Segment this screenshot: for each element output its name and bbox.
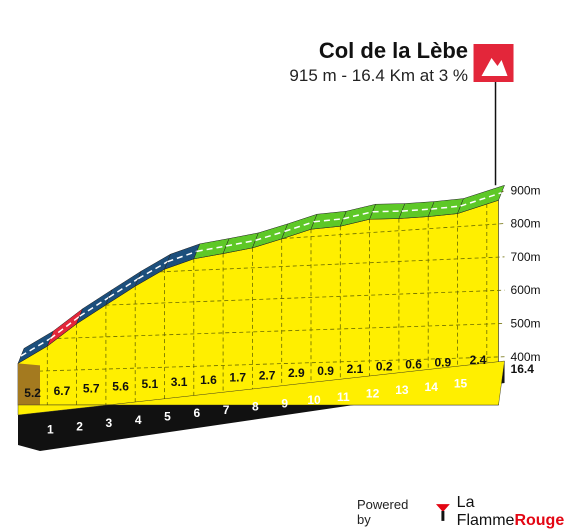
km-label: 8 <box>252 400 259 414</box>
gradient-value-label: 1.6 <box>200 373 217 387</box>
chart-title: Col de la Lèbe <box>318 38 468 63</box>
km-label: 12 <box>366 386 380 400</box>
summit-flag-layer <box>473 44 514 186</box>
km-label: 7 <box>223 403 230 417</box>
road-center-line <box>79 296 110 317</box>
gradient-value-label: 5.1 <box>142 377 159 391</box>
road-center-line <box>49 315 81 340</box>
elevation-tick-label: 900m <box>511 183 541 197</box>
ground-top <box>17 360 505 416</box>
gradient-value-label: 0.9 <box>435 355 452 369</box>
road-center-line <box>372 210 402 213</box>
road-center-line <box>167 250 198 263</box>
distance-end-label: 16.4 <box>511 362 535 376</box>
powered-by-text: Powered by <box>357 497 409 527</box>
km-label: 10 <box>307 393 321 407</box>
road-center-line <box>313 217 344 223</box>
gradient-value-label: 0.9 <box>317 364 334 378</box>
gradient-value-label: 5.2 <box>24 386 41 400</box>
road-center-line <box>108 278 139 298</box>
km-label: 2 <box>76 419 83 433</box>
flame-logo-icon <box>435 504 450 521</box>
gradient-value-label: 3.1 <box>171 375 188 389</box>
road-center-line <box>401 208 432 212</box>
km-label: 4 <box>135 413 142 427</box>
chart-subtitle: 915 m - 16.4 Km at 3 % <box>289 66 468 85</box>
footer: Powered by La FlammeRouge <box>357 494 585 530</box>
gradient-value-label: 2.1 <box>347 362 364 376</box>
gradient-value-label: 5.7 <box>83 382 100 396</box>
elevation-tick-label: 700m <box>511 250 541 264</box>
gradient-value-label: 2.7 <box>259 368 276 382</box>
elevation-gridline <box>282 223 505 239</box>
road-center-line <box>20 337 51 357</box>
labels-layer: 400m 500m 600m 700m 800m 900m 5.2 6.7 5.7 5.6 5.1 3… <box>24 183 540 400</box>
road-center-line <box>431 205 461 210</box>
km-label: 5 <box>164 410 171 424</box>
km-label: 6 <box>193 406 200 420</box>
elevation-tick-label: 800m <box>511 217 541 231</box>
km-label: 3 <box>106 416 113 430</box>
elevation-tick-label: 400m <box>511 350 541 364</box>
road-center-line <box>284 221 315 233</box>
road-center-line <box>137 261 168 280</box>
elevation-gridline <box>159 256 505 273</box>
gradient-value-label: 0.6 <box>405 357 422 371</box>
km-ticks-layer: 1 2 3 4 5 6 7 8 9 10 11 12 13 14 15 <box>47 377 468 437</box>
road-center-line <box>343 211 373 220</box>
km-label: 15 <box>454 377 468 391</box>
km-label: 11 <box>337 390 350 404</box>
road-center-line <box>460 192 502 207</box>
gradient-value-label: 0.2 <box>376 360 393 374</box>
km-label: 14 <box>425 380 439 394</box>
gradient-band-layer <box>17 184 505 365</box>
elevation-gridline <box>105 289 505 306</box>
mountain-icon <box>481 58 508 76</box>
gradient-value-label: 2.4 <box>470 353 487 367</box>
elevation-gridline <box>57 323 505 339</box>
gradient-value-label: 6.7 <box>54 384 71 398</box>
brand-name: La FlammeRouge <box>457 494 585 530</box>
gradient-value-label: 1.7 <box>229 371 246 385</box>
road-center-line <box>225 239 256 247</box>
elevation-tick-label: 600m <box>511 283 541 297</box>
km-label: 13 <box>395 383 409 397</box>
gradient-value-label: 5.6 <box>112 379 129 393</box>
road-center-line <box>255 230 285 242</box>
km-label: 9 <box>281 396 288 410</box>
brand-prefix: La Flamme <box>456 494 515 529</box>
gradient-value-label: 2.9 <box>288 366 305 380</box>
km-label: 1 <box>47 423 54 437</box>
brand-suffix: Rouge <box>514 512 565 529</box>
elevation-tick-label: 500m <box>511 316 541 330</box>
road-center-line <box>196 245 227 253</box>
ground-layer <box>17 360 505 451</box>
